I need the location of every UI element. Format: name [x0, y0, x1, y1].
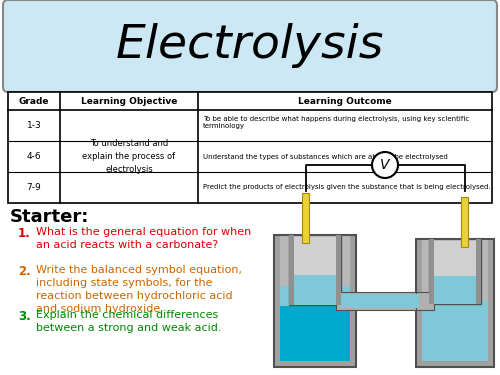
Bar: [289, 235, 294, 305]
Bar: [8, 92, 492, 203]
Text: To be able to describe what happens during electrolysis, using key scientific
te: To be able to describe what happens duri…: [203, 116, 469, 129]
Text: 4-6: 4-6: [26, 152, 42, 161]
Bar: [336, 292, 416, 310]
Text: 1.: 1.: [18, 227, 31, 240]
Circle shape: [372, 152, 398, 178]
Bar: [341, 294, 419, 308]
Text: 2.: 2.: [18, 265, 31, 278]
Bar: [461, 197, 468, 247]
Text: Electrolysis: Electrolysis: [116, 22, 384, 68]
Text: Explain the chemical differences
between a strong and weak acid.: Explain the chemical differences between…: [36, 310, 222, 333]
Text: What is the general equation for when
an acid reacts with a carbonate?: What is the general equation for when an…: [36, 227, 252, 250]
Bar: [280, 286, 350, 306]
Bar: [274, 361, 356, 367]
Text: V: V: [380, 158, 390, 172]
Text: 1-3: 1-3: [26, 121, 42, 130]
Bar: [280, 306, 350, 361]
Bar: [488, 239, 494, 367]
Bar: [289, 235, 341, 305]
Bar: [434, 276, 476, 304]
Bar: [416, 361, 494, 367]
Bar: [416, 239, 494, 367]
Bar: [429, 239, 434, 304]
Text: Write the balanced symbol equation,
including state symbols, for the
reaction be: Write the balanced symbol equation, incl…: [36, 265, 242, 314]
Bar: [336, 235, 341, 305]
Bar: [416, 292, 434, 310]
Bar: [274, 235, 356, 367]
Text: Predict the products of electrolysis given the substance that is being electroly: Predict the products of electrolysis giv…: [203, 184, 490, 190]
Text: Learning Objective: Learning Objective: [81, 96, 177, 105]
FancyBboxPatch shape: [3, 0, 497, 92]
Bar: [274, 235, 280, 367]
Bar: [476, 239, 481, 304]
Text: Learning Outcome: Learning Outcome: [298, 96, 392, 105]
Bar: [422, 301, 488, 361]
Text: Starter:: Starter:: [10, 208, 90, 226]
Text: 3.: 3.: [18, 310, 31, 323]
Bar: [302, 193, 309, 243]
Bar: [294, 275, 336, 305]
Bar: [416, 239, 494, 367]
Bar: [350, 235, 356, 367]
Text: Understand the types of substances which are able to be electrolysed: Understand the types of substances which…: [203, 153, 448, 159]
Bar: [429, 239, 481, 304]
Text: To understand and
explain the process of
electrolysis: To understand and explain the process of…: [82, 140, 176, 174]
Bar: [274, 235, 356, 367]
Bar: [416, 239, 422, 367]
Text: Grade: Grade: [19, 96, 49, 105]
Text: 7-9: 7-9: [26, 183, 42, 192]
